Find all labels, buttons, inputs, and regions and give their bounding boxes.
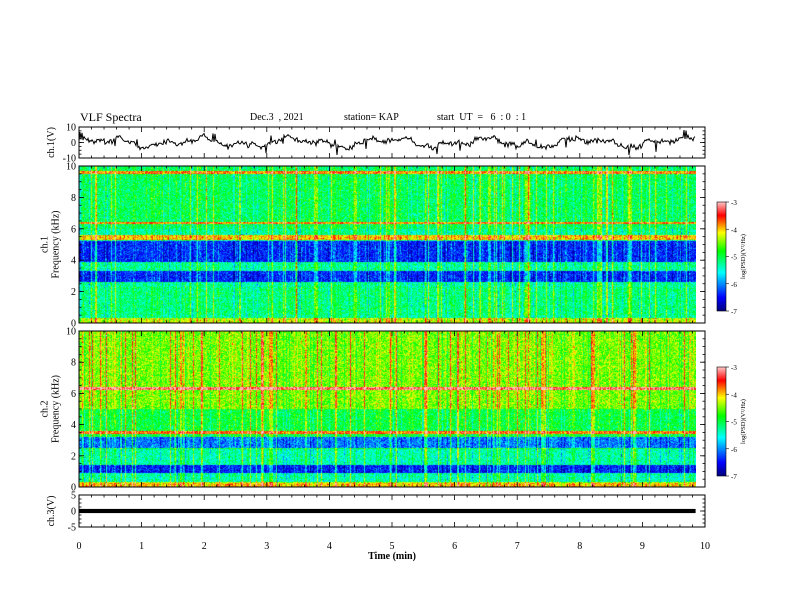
colorbar-label-text: log(PSD)(V²/Hz) <box>740 399 747 444</box>
y-tick-label: 4 <box>71 256 76 267</box>
x-tick-label: 4 <box>327 541 332 552</box>
colorbar-tick-label: -3 <box>731 364 737 372</box>
date-label: Dec.3 , 2021 <box>250 112 304 123</box>
start-time-label: start UT = 6 : 0 : 1 <box>437 112 527 123</box>
y-tick-label: 8 <box>71 358 76 369</box>
y-axis-label: ch.1 Frequency (kHz) <box>40 210 62 278</box>
y-axis-label: ch.2 Frequency (kHz) <box>40 375 62 443</box>
colorbar-tick-label: -3 <box>731 199 737 207</box>
y-tick-label: 8 <box>71 193 76 204</box>
x-tick-label: 2 <box>202 541 207 552</box>
y-axis-label: ch.3(V) <box>46 496 57 527</box>
y-tick-label: 5 <box>71 491 76 502</box>
y-axis-label-line: Frequency (kHz) <box>51 375 62 443</box>
ch2-spectrogram-image <box>79 331 696 487</box>
y-tick-label: -5 <box>68 523 76 534</box>
station-label: station= KAP <box>344 112 399 123</box>
colorbar-tick-label: -7 <box>731 308 737 316</box>
x-tick-label: 10 <box>700 541 710 552</box>
ch3-voltage-trace <box>79 508 696 514</box>
y-tick-label: 6 <box>71 224 76 235</box>
spectrogram-layer <box>79 166 696 487</box>
y-tick-label: 4 <box>71 420 76 431</box>
colorbar-tick-label: -6 <box>731 446 737 454</box>
colorbar-tick-label: -6 <box>731 281 737 289</box>
figure-title: VLF Spectra <box>80 110 142 124</box>
x-axis-label: Time (min) <box>368 551 416 562</box>
colorbar-tick-label: -7 <box>731 473 737 481</box>
y-axis-label: ch.1(V) <box>46 127 57 158</box>
y-tick-label: 6 <box>71 389 76 400</box>
x-tick-label: 3 <box>264 541 269 552</box>
colorbar-layer: -3 -4 -5 -6 -7 log(PSD)(V²/Hz) -3 -4 -5 -6 -7 log(P… <box>716 199 747 481</box>
colorbar-label-text: log(PSD)(V²/Hz) <box>740 234 747 279</box>
y-axis-label-line: ch.1(V) <box>46 127 57 158</box>
colorbar-label: log(PSD)(V²/Hz) <box>740 234 747 279</box>
trace-layer <box>78 130 696 514</box>
x-tick-label: 0 <box>77 541 82 552</box>
y-axis-label-line: ch.2 <box>40 401 51 418</box>
ch1-spectrogram-image <box>79 166 696 323</box>
colorbar-tick-label: -5 <box>731 419 737 427</box>
y-tick-label: 0 <box>71 483 76 494</box>
x-tick-label: 8 <box>577 541 582 552</box>
y-tick-label: 10 <box>66 327 76 338</box>
x-tick-label: 5 <box>390 541 395 552</box>
y-tick-label: 0 <box>71 319 76 330</box>
colorbar-tick-label: -5 <box>731 254 737 262</box>
x-tick-label: 6 <box>452 541 457 552</box>
colorbar-tick-label: -4 <box>731 226 737 234</box>
y-axis-label-line: ch.3(V) <box>46 496 57 527</box>
x-tick-label: 1 <box>139 541 144 552</box>
x-tick-label: 9 <box>640 541 645 552</box>
colorbar-label: log(PSD)(V²/Hz) <box>740 399 747 444</box>
ch1-voltage-trace <box>78 130 696 155</box>
y-tick-label: -10 <box>63 154 76 165</box>
y-tick-label: 0 <box>71 507 76 518</box>
colorbar-1 <box>717 202 726 311</box>
colorbar-2 <box>717 367 726 476</box>
y-axis-label-line: ch.1 <box>40 236 51 253</box>
y-tick-label: 10 <box>66 123 76 134</box>
y-tick-label: 2 <box>71 287 76 298</box>
y-axis-label-line: Frequency (kHz) <box>51 210 62 278</box>
y-tick-label: 2 <box>71 451 76 462</box>
y-tick-label: 10 <box>66 162 76 173</box>
x-tick-label: 7 <box>515 541 520 552</box>
colorbar-tick-label: -4 <box>731 391 737 399</box>
y-tick-label: 0 <box>71 138 76 149</box>
